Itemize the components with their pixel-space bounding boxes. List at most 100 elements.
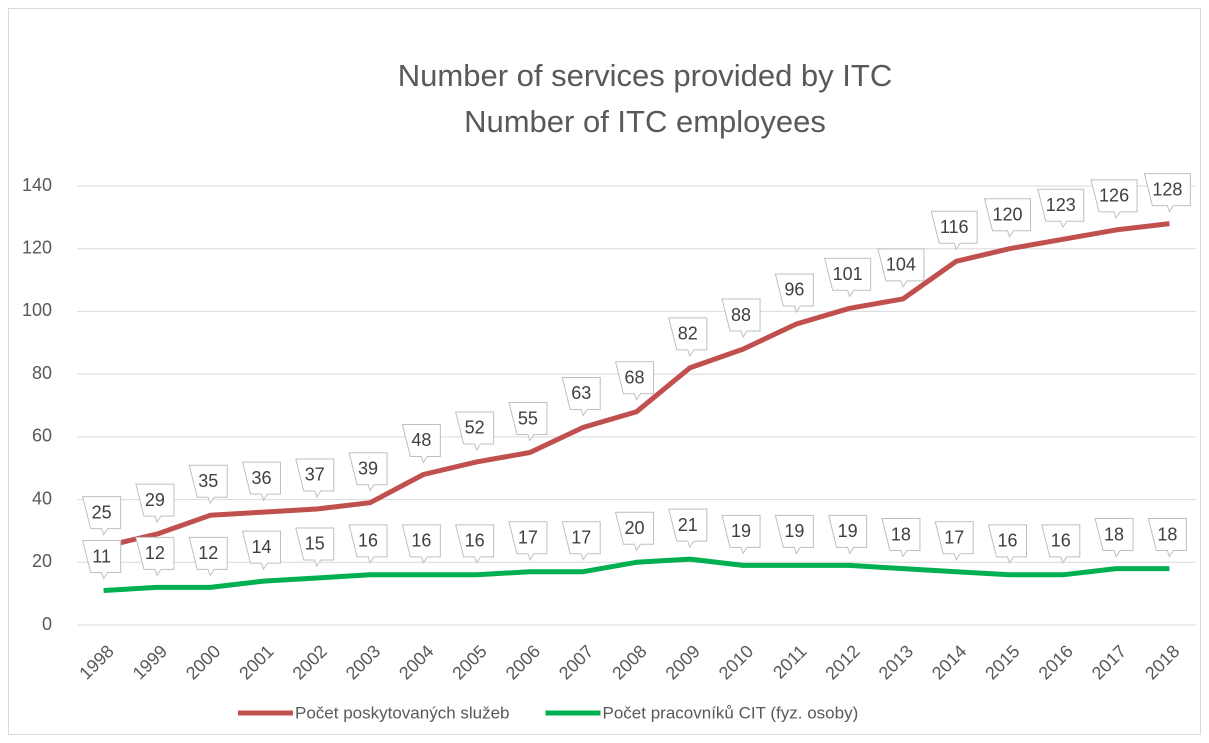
data-label-callout: 16 xyxy=(401,524,441,564)
data-label-callout: 18 xyxy=(881,518,921,558)
data-label-callout: 19 xyxy=(774,514,814,555)
data-label: 21 xyxy=(678,515,698,535)
data-label-callout: 25 xyxy=(82,496,122,536)
data-label: 116 xyxy=(940,217,969,237)
callout-box xyxy=(1143,173,1191,213)
y-tick-label: 40 xyxy=(32,488,52,508)
series-line xyxy=(103,556,1170,593)
data-label: 18 xyxy=(1157,524,1177,544)
data-label-callout: 37 xyxy=(295,458,335,499)
callout-box xyxy=(241,530,281,571)
data-label: 17 xyxy=(571,527,591,547)
data-label: 11 xyxy=(92,546,111,566)
callout-box xyxy=(934,521,974,561)
data-label: 16 xyxy=(465,531,485,551)
data-label: 35 xyxy=(198,471,218,491)
callout-box xyxy=(455,411,495,452)
data-label-callout: 19 xyxy=(828,514,868,555)
data-label: 16 xyxy=(997,531,1017,551)
data-label-callout: 126 xyxy=(1090,179,1138,220)
data-label-callout: 29 xyxy=(135,483,175,524)
callout-box xyxy=(774,273,814,314)
callout-box xyxy=(561,521,601,561)
data-label: 82 xyxy=(678,324,698,344)
callout-box xyxy=(1037,188,1085,229)
y-tick-label: 80 xyxy=(32,363,52,383)
data-label-callout: 48 xyxy=(401,423,441,464)
callout-box xyxy=(82,496,122,536)
data-label: 120 xyxy=(992,204,1022,224)
callout-box xyxy=(188,464,228,505)
data-label-callout: 18 xyxy=(1094,518,1134,558)
callout-box xyxy=(401,524,441,564)
callout-box xyxy=(828,514,868,555)
data-label: 48 xyxy=(411,430,431,450)
data-label-callout: 55 xyxy=(508,402,548,442)
callout-box xyxy=(1041,524,1081,564)
y-tick-label: 0 xyxy=(42,614,52,634)
data-label-callout: 116 xyxy=(930,210,978,251)
data-label-callout: 104 xyxy=(877,248,925,289)
data-label-callout: 68 xyxy=(614,361,654,401)
data-label-callout: 120 xyxy=(983,198,1031,238)
callout-box xyxy=(668,317,708,357)
data-label: 39 xyxy=(358,458,378,478)
data-label-callout: 52 xyxy=(455,411,495,452)
callout-box xyxy=(295,458,335,499)
legend-label: Počet poskytovaných služeb xyxy=(295,703,510,722)
data-label: 16 xyxy=(1051,531,1071,551)
data-label-callout: 96 xyxy=(774,273,814,314)
data-label: 96 xyxy=(784,280,804,300)
data-label: 88 xyxy=(731,305,751,325)
data-label: 17 xyxy=(944,527,964,547)
callout-box xyxy=(241,461,281,502)
data-label-callout: 16 xyxy=(348,524,388,564)
data-label-callout: 63 xyxy=(561,376,601,417)
callout-box xyxy=(614,511,654,552)
data-label: 25 xyxy=(92,502,112,522)
data-label-callout: 128 xyxy=(1143,173,1191,213)
data-label: 52 xyxy=(465,418,485,438)
data-label-callout: 88 xyxy=(721,298,761,339)
series-line xyxy=(103,221,1170,550)
callout-box xyxy=(508,402,548,442)
callout-box xyxy=(348,452,388,492)
callout-box xyxy=(295,527,335,568)
data-label-callout: 16 xyxy=(987,524,1027,564)
callout-box xyxy=(561,376,601,417)
callout-box xyxy=(983,198,1031,238)
callout-box xyxy=(1094,518,1134,558)
data-label: 20 xyxy=(624,518,644,538)
data-label: 29 xyxy=(145,490,165,510)
callout-box xyxy=(930,210,978,251)
data-label: 19 xyxy=(731,521,751,541)
data-label-callout: 21 xyxy=(668,508,708,549)
y-tick-label: 140 xyxy=(22,175,52,195)
data-label-callout: 16 xyxy=(455,524,495,564)
callout-box xyxy=(987,524,1027,564)
data-label: 16 xyxy=(411,531,431,551)
data-label-callout: 12 xyxy=(135,536,175,577)
data-label: 16 xyxy=(358,531,378,551)
data-label-callout: 14 xyxy=(241,530,281,571)
data-label-callout: 17 xyxy=(934,521,974,561)
data-label-callout: 123 xyxy=(1037,188,1085,229)
data-label: 55 xyxy=(518,408,538,428)
data-label-callout: 36 xyxy=(241,461,281,502)
data-label-callout: 12 xyxy=(188,536,228,577)
data-label-callout: 17 xyxy=(561,521,601,561)
data-label: 15 xyxy=(305,534,325,554)
data-label-callout: 16 xyxy=(1041,524,1081,564)
data-label: 68 xyxy=(624,368,644,388)
data-label: 128 xyxy=(1152,179,1182,199)
data-label: 17 xyxy=(518,527,538,547)
callout-box xyxy=(135,536,175,577)
callout-box xyxy=(877,248,925,289)
callout-box xyxy=(508,521,548,561)
callout-box xyxy=(401,423,441,464)
data-label: 104 xyxy=(886,255,916,275)
data-label-callout: 101 xyxy=(824,257,872,298)
data-label: 36 xyxy=(251,468,271,488)
data-label: 14 xyxy=(251,537,271,557)
